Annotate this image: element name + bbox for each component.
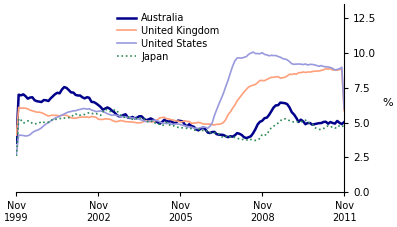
Japan — [16, 117, 21, 120]
Australia — [274, 104, 278, 107]
United States — [203, 126, 208, 128]
Australia — [30, 96, 35, 99]
United Kingdom — [271, 76, 276, 79]
Australia — [16, 93, 21, 96]
Line: United States: United States — [16, 52, 344, 154]
United Kingdom — [319, 69, 324, 72]
Japan — [264, 133, 269, 136]
United States — [16, 134, 21, 136]
United States — [321, 65, 326, 68]
United Kingdom — [30, 109, 35, 112]
United Kingdom — [203, 123, 208, 125]
United States — [264, 54, 269, 56]
Australia — [342, 121, 347, 123]
United Kingdom — [342, 109, 347, 112]
Japan — [205, 129, 210, 132]
United Kingdom — [16, 106, 21, 109]
United Kingdom — [328, 67, 333, 70]
United Kingdom — [262, 79, 267, 82]
United Kingdom — [14, 134, 19, 136]
Line: Japan: Japan — [16, 109, 344, 156]
Japan — [103, 108, 108, 110]
Japan — [274, 123, 278, 126]
Legend: Australia, United Kingdom, United States, Japan: Australia, United Kingdom, United States… — [113, 9, 224, 66]
Australia — [62, 86, 67, 89]
United States — [342, 107, 347, 110]
Line: United Kingdom: United Kingdom — [16, 69, 344, 135]
United States — [274, 54, 278, 57]
Japan — [30, 122, 35, 125]
Australia — [264, 116, 269, 119]
Japan — [342, 124, 347, 127]
United States — [30, 131, 35, 134]
United States — [251, 51, 255, 53]
Australia — [205, 131, 210, 134]
Y-axis label: %: % — [382, 98, 393, 108]
United States — [14, 152, 19, 155]
Japan — [14, 155, 19, 157]
Australia — [14, 142, 19, 144]
Australia — [321, 121, 326, 123]
Japan — [321, 127, 326, 130]
Line: Australia: Australia — [16, 87, 344, 143]
